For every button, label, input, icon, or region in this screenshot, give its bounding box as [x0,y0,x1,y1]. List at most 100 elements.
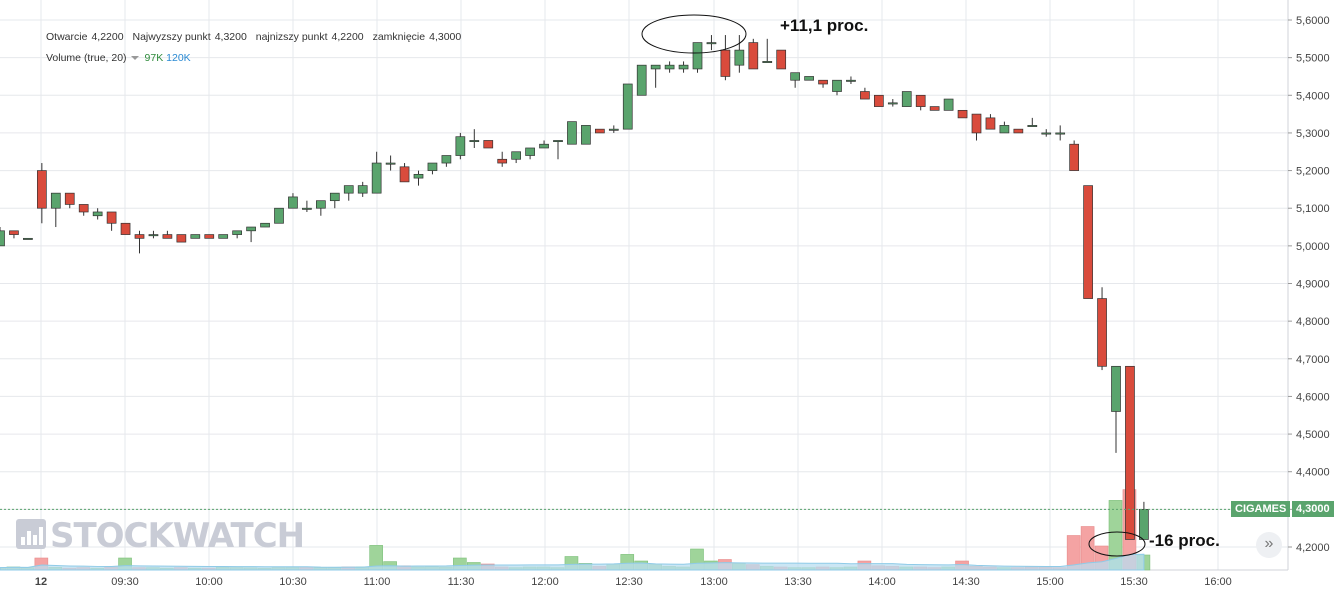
candle-body [943,98,954,111]
candle-body [204,234,215,239]
close-label: zamknięcie [372,31,426,43]
candle-body [232,230,242,235]
candle [106,211,117,231]
candle [776,49,787,70]
high-label: Najwyzszy punkt [132,31,211,43]
candle-body [581,125,591,145]
candle [483,140,494,149]
y-tick-label: 4,7000 [1296,354,1330,366]
candle [525,147,535,160]
x-tick-label: 10:00 [195,576,223,588]
candle-body [1097,298,1107,367]
ticker-badge: CIGAMES [1231,501,1291,517]
low-label: najnizszy punkt [255,31,328,43]
candle [357,181,368,197]
volume-value-2: 120K [166,52,191,64]
candle [343,185,354,201]
candle [413,170,424,186]
candle [553,140,563,160]
candle-body [427,162,438,171]
candle [371,151,382,194]
candle [288,193,298,209]
ohlc-legend: Otwarcie 4,2200 Najwyzszy punkt 4,3200 naj… [46,31,467,43]
candle-body [539,143,549,149]
x-tick-label: 14:00 [868,576,896,588]
candle-body [385,162,396,165]
candle [497,151,508,167]
candle [469,129,480,148]
candle [706,35,717,51]
candle-body [190,234,201,239]
candle-body [971,113,982,134]
candle [120,222,131,235]
candle-body [441,155,452,164]
candle-body [664,64,675,70]
candle-body [469,140,480,143]
candle-body [78,204,89,213]
candle [873,94,884,107]
candle-body [413,173,424,179]
candle [148,230,159,239]
candle [692,42,703,73]
candle-body [329,192,340,202]
candle-body [162,234,173,239]
candle [818,79,828,88]
close-value: 4,3000 [429,31,462,43]
x-tick-label: 11:00 [364,576,391,588]
candle [832,79,842,96]
candle [1013,128,1024,134]
candle [329,192,340,209]
price-axis: 5,6000 5,5000 5,4000 5,3000 5,2000 5,1000 5,00… [1288,15,1330,554]
candle [0,227,5,247]
candle [1111,365,1121,453]
y-tick-label: 5,0000 [1296,241,1330,253]
top-highlight-ellipse [641,14,747,54]
chevron-down-icon[interactable] [130,55,139,60]
candle-body [288,196,298,209]
candle-body [706,42,717,45]
x-tick-label: 10:30 [279,576,307,588]
candle [441,155,452,167]
volume-moving-average [0,553,1145,571]
candle-body [483,140,494,149]
candle-body [274,207,284,224]
candle-body [1125,365,1135,540]
candle-body [511,151,521,160]
candle [846,76,856,84]
candle-body [762,61,773,63]
candle-body [650,64,661,70]
candle-body [804,76,814,81]
candle [762,38,773,63]
candle [901,91,912,107]
candle [232,230,242,239]
candle [1083,185,1093,299]
candle-body [1083,185,1093,299]
candle [999,121,1010,134]
candle-body [776,49,787,70]
candle-body [260,222,270,228]
candle-body [1041,132,1052,135]
candle-body [1111,365,1121,412]
candle-body [36,170,47,209]
high-value: 4,3200 [214,31,247,43]
candle [943,98,954,111]
candle-body [525,147,535,156]
scroll-to-latest-button[interactable]: » [1256,532,1282,558]
annotation-top: +11,1 proc. [780,16,869,35]
candle-body [1069,143,1080,171]
candle-body [9,230,19,235]
candle [929,106,940,111]
candle-body [218,234,229,239]
candle-body [455,136,466,156]
bottom-highlight-ellipse [1088,531,1146,557]
candle-body [887,102,898,105]
candle-body [371,162,382,194]
candle [860,87,870,100]
candle-body [608,128,619,131]
candle-body [567,121,577,145]
annotation-bottom: -16 proc. [1149,531,1220,550]
candle [399,163,410,183]
volume-legend[interactable]: Volume (true, 20) 97K 120K [46,52,191,64]
candle-body [720,49,731,77]
